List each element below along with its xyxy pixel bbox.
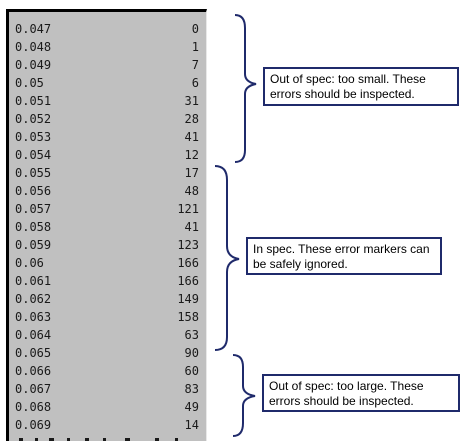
table-row: 0.06 166 [15,255,199,271]
row-key: 0.065 [15,346,52,360]
row-key: 0.068 [15,400,52,414]
table-row: 0.048 1 [15,39,199,55]
row-key: 0.066 [15,364,52,378]
table-row: 0.066 60 [15,363,199,379]
row-count: 14 [184,418,199,432]
row-key: 0.055 [15,166,52,180]
table-row: 0.068 49 [15,399,199,415]
row-key: 0.053 [15,130,52,144]
row-key: 0.052 [15,112,52,126]
row-count: 41 [184,130,199,144]
row-key: 0.051 [15,94,52,108]
brace-in-spec [214,165,240,351]
row-key: 0.069 [15,418,52,432]
table-row: 0.053 41 [15,129,199,145]
row-count: 83 [184,382,199,396]
row-key: 0.063 [15,310,52,324]
table-row: 0.049 7 [15,57,199,73]
row-count: 6 [191,76,199,90]
row-count: 41 [184,220,199,234]
table-row: 0.055 17 [15,165,199,181]
table-row: 0.051 31 [15,93,199,109]
row-key: 0.047 [15,22,52,36]
row-key: 0.067 [15,382,52,396]
row-count: 12 [184,148,199,162]
table-row: 0.062 149 [15,291,199,307]
row-count: 121 [177,202,199,216]
row-count: 123 [177,238,199,252]
table-row: 0.064 63 [15,327,199,343]
row-count: 166 [177,274,199,288]
table-row: 0.047 0 [15,21,199,37]
brace-too-small [234,14,257,163]
row-count: 7 [191,58,199,72]
table-row: 0.056 48 [15,183,199,199]
table-row: 0.059 123 [15,237,199,253]
row-count: 17 [184,166,199,180]
table-row: 0.069 14 [15,417,199,433]
row-count: 158 [177,310,199,324]
row-key: 0.064 [15,328,52,342]
row-count: 90 [184,346,199,360]
row-count: 63 [184,328,199,342]
table-row: 0.052 28 [15,111,199,127]
partially-visible-row [15,438,205,441]
row-key: 0.048 [15,40,52,54]
row-key: 0.061 [15,274,52,288]
note-too-small: Out of spec: too small. These errors sho… [263,67,459,106]
table-row: 0.067 83 [15,381,199,397]
row-count: 0 [191,22,199,36]
row-count: 149 [177,292,199,306]
table-row: 0.063 158 [15,309,199,325]
row-key: 0.06 [15,256,44,270]
row-key: 0.062 [15,292,52,306]
row-count: 1 [191,40,199,54]
data-listing-panel: 0.047 0 0.048 1 0.049 7 0.05 6 0.051 31 0.052 28 0.0… [6,9,207,441]
table-row: 0.058 41 [15,219,199,235]
row-count: 60 [184,364,199,378]
row-count: 31 [184,94,199,108]
row-key: 0.059 [15,238,52,252]
row-key: 0.05 [15,76,44,90]
table-row: 0.05 6 [15,75,199,91]
table-row: 0.057 121 [15,201,199,217]
row-key: 0.057 [15,202,52,216]
row-key: 0.058 [15,220,52,234]
note-in-spec: In spec. These error markers can be safe… [246,237,442,275]
row-count: 166 [177,256,199,270]
row-count: 48 [184,184,199,198]
note-too-large: Out of spec: too large. These errors sho… [262,374,460,412]
table-row: 0.054 12 [15,147,199,163]
row-key: 0.049 [15,58,52,72]
row-key: 0.056 [15,184,52,198]
row-key: 0.054 [15,148,52,162]
brace-too-large [232,354,256,437]
row-count: 49 [184,400,199,414]
row-count: 28 [184,112,199,126]
table-row: 0.061 166 [15,273,199,289]
table-row: 0.065 90 [15,345,199,361]
